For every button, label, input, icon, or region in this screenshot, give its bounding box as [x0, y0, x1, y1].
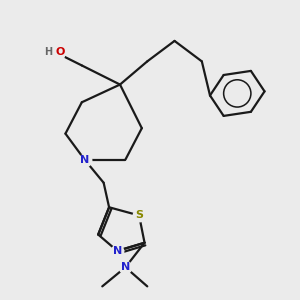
Text: N: N: [121, 262, 130, 272]
Text: S: S: [135, 211, 143, 220]
Text: N: N: [112, 246, 122, 256]
Text: O: O: [56, 47, 65, 57]
Text: H: H: [44, 47, 52, 57]
Text: N: N: [80, 154, 89, 164]
